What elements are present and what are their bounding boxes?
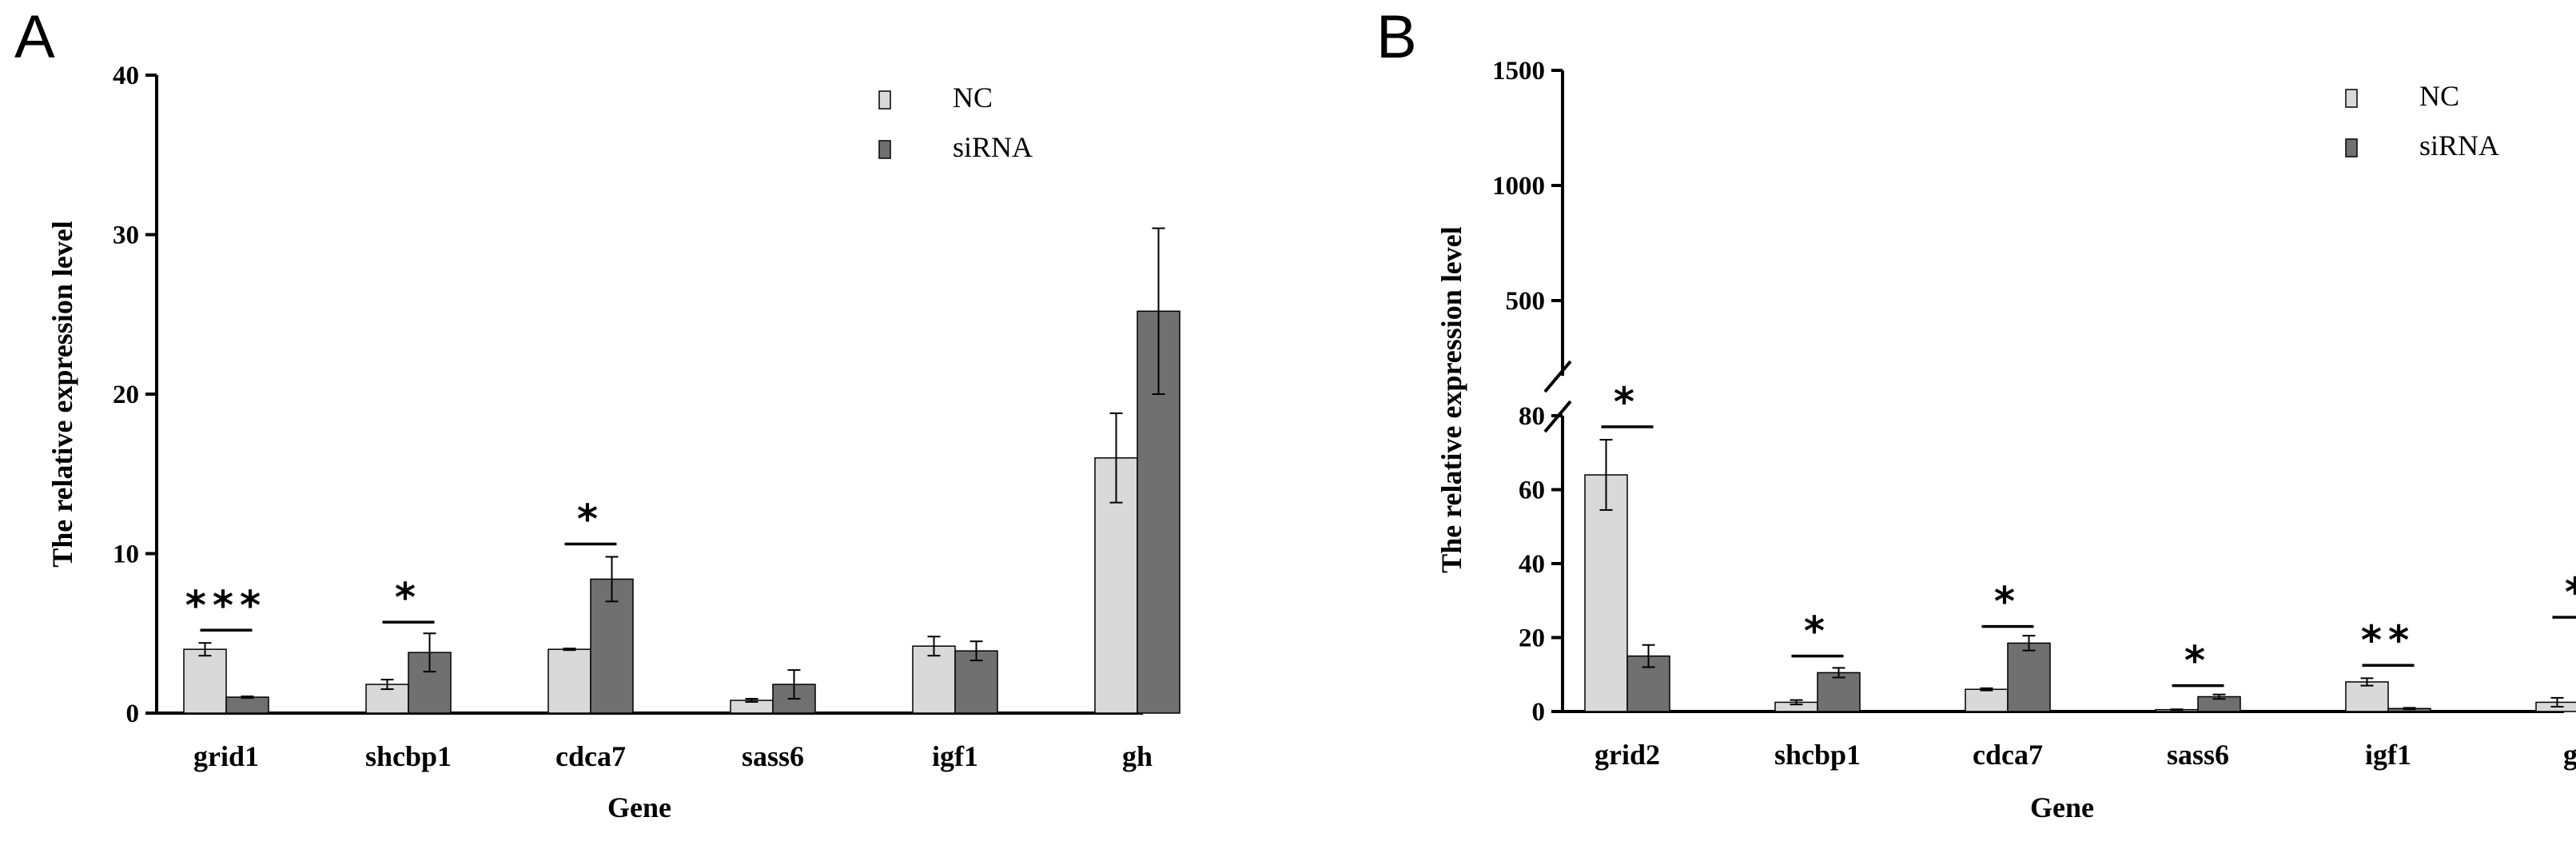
panel-letter: B bbox=[1376, 3, 1417, 71]
significance-asterisks: * bbox=[1994, 579, 2021, 625]
error-bar-NC-grid2 bbox=[1599, 439, 1613, 511]
significance-marks: *** ** bbox=[185, 496, 617, 632]
error-bar-siRNA-sass6 bbox=[787, 669, 801, 700]
error-bar-siRNA-igf1 bbox=[2403, 707, 2416, 711]
x-tick-label: cdca7 bbox=[1973, 739, 2043, 771]
x-axis-title: Gene bbox=[607, 791, 671, 823]
error-bar-NC-grid1 bbox=[198, 642, 212, 657]
significance-asterisks: * bbox=[1804, 608, 1831, 655]
legend: NC siRNA bbox=[878, 82, 1033, 163]
y-tick-label: 0 bbox=[1532, 698, 1546, 727]
bar-NC-cdca7 bbox=[1965, 688, 2009, 712]
error-bar-siRNA-sass6 bbox=[2212, 693, 2226, 700]
legend-label: NC bbox=[953, 82, 993, 114]
y-axis: 500 1000 1500 0 20 40 60 80 bbox=[1492, 57, 1572, 727]
x-tick-label: grid1 bbox=[193, 740, 259, 772]
y-tick-label: 80 bbox=[1519, 402, 1545, 431]
bars bbox=[1584, 439, 2576, 712]
error-bar-siRNA-shcbp1 bbox=[423, 632, 436, 673]
error-bar-NC-shcbp1 bbox=[380, 679, 394, 691]
error-bar-NC-cdca7 bbox=[563, 648, 576, 652]
y-tick-label: 40 bbox=[1519, 550, 1545, 579]
panel-letter: A bbox=[14, 3, 55, 71]
legend-swatch-NC bbox=[878, 90, 891, 110]
legend-swatch-siRNA bbox=[878, 140, 891, 159]
bar-NC-grid2 bbox=[1584, 474, 1628, 712]
significance-asterisks: * bbox=[2184, 638, 2212, 684]
error-bar-siRNA-gh bbox=[1152, 227, 1165, 395]
y-tick-label: 20 bbox=[1519, 624, 1545, 653]
bar-siRNA-shcbp1 bbox=[1817, 672, 1861, 712]
axis-break-mark bbox=[1543, 360, 1572, 393]
y-axis-title: The relative expression level bbox=[1435, 226, 1467, 573]
x-tick-label: gh bbox=[1122, 740, 1153, 772]
x-tick-label: igf1 bbox=[932, 740, 978, 772]
error-bar-NC-igf1 bbox=[927, 636, 941, 657]
bar-siRNA-grid1 bbox=[225, 696, 269, 714]
panel-B: B 500 1000 1500 0 20 40 60 80 The relative expres… bbox=[1376, 3, 2576, 823]
x-tick-label: gh bbox=[2563, 739, 2576, 771]
error-bar-NC-gh bbox=[2550, 696, 2564, 708]
legend-swatch-siRNA bbox=[2345, 138, 2358, 157]
legend: NC siRNA bbox=[2345, 80, 2499, 161]
error-bar-siRNA-cdca7 bbox=[2022, 635, 2036, 652]
bar-NC-igf1 bbox=[912, 645, 956, 714]
legend-label: siRNA bbox=[953, 131, 1033, 163]
error-bar-NC-gh bbox=[1109, 412, 1123, 504]
error-bar-NC-shcbp1 bbox=[1790, 699, 1803, 706]
x-tick-label: igf1 bbox=[2365, 739, 2411, 771]
bar-NC-grid1 bbox=[183, 648, 227, 714]
error-bar-siRNA-cdca7 bbox=[605, 556, 619, 603]
y-axis: 0 10 20 30 40 bbox=[113, 62, 158, 728]
legend-label: siRNA bbox=[2419, 130, 2499, 161]
error-bar-siRNA-igf1 bbox=[969, 640, 983, 662]
significance-marks: ******* bbox=[1601, 379, 2576, 688]
error-bar-NC-sass6 bbox=[745, 698, 758, 704]
legend-label: NC bbox=[2419, 80, 2459, 112]
x-tick-label: sass6 bbox=[2167, 739, 2229, 771]
x-tick-label: shcbp1 bbox=[365, 740, 452, 772]
significance-asterisks: *** bbox=[185, 582, 267, 628]
legend-swatch-NC bbox=[2345, 89, 2358, 108]
x-tick-label: grid2 bbox=[1595, 739, 1660, 771]
bar-NC-cdca7 bbox=[547, 648, 591, 714]
y-tick-label: 500 bbox=[1506, 287, 1546, 316]
y-tick-label: 1000 bbox=[1492, 172, 1545, 201]
y-tick-label: 0 bbox=[126, 700, 140, 728]
error-bar-siRNA-shcbp1 bbox=[1832, 667, 1845, 679]
error-bar-siRNA-grid1 bbox=[241, 696, 254, 700]
y-tick-label: 30 bbox=[113, 221, 139, 250]
panel-A: A 0 10 20 30 40 The relative expression level G… bbox=[14, 3, 1181, 823]
error-bar-NC-cdca7 bbox=[1980, 687, 1993, 692]
x-tick-label: sass6 bbox=[742, 740, 804, 772]
y-axis-title: The relative expression level bbox=[46, 221, 78, 568]
error-bar-siRNA-grid2 bbox=[1642, 644, 1655, 668]
bars bbox=[183, 227, 1181, 714]
x-tick-label: shcbp1 bbox=[1774, 739, 1861, 771]
bar-siRNA-cdca7 bbox=[2007, 642, 2051, 712]
y-tick-label: 1500 bbox=[1492, 57, 1545, 86]
significance-asterisks: ** bbox=[2361, 617, 2415, 664]
x-tick-label: cdca7 bbox=[555, 740, 626, 772]
error-bar-NC-sass6 bbox=[2170, 708, 2184, 712]
significance-asterisks: * bbox=[2565, 569, 2576, 616]
y-tick-label: 10 bbox=[113, 540, 139, 569]
error-bar-NC-igf1 bbox=[2360, 677, 2374, 687]
significance-asterisks: * bbox=[577, 496, 604, 543]
y-tick-label: 40 bbox=[113, 62, 139, 90]
y-tick-label: 60 bbox=[1519, 476, 1545, 505]
y-tick-label: 20 bbox=[113, 381, 139, 409]
significance-asterisks: * bbox=[395, 574, 422, 620]
significance-asterisks: * bbox=[1614, 379, 1641, 425]
x-axis-title: Gene bbox=[2030, 791, 2094, 823]
